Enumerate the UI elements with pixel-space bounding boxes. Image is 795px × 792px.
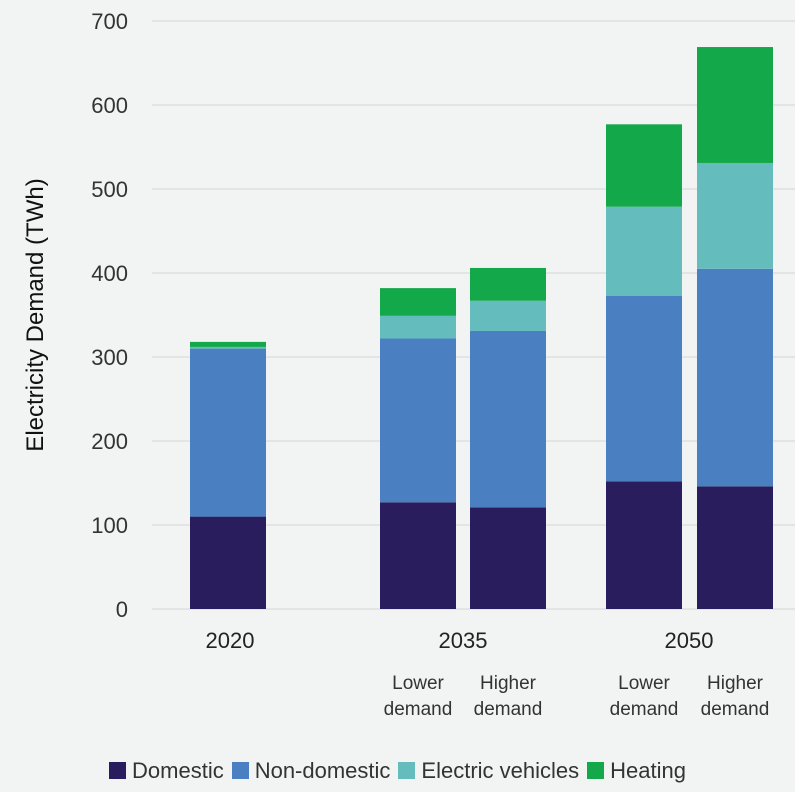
bar-segment-non-domestic bbox=[697, 268, 773, 487]
bar-segment-heating bbox=[470, 267, 546, 301]
bar-segment-non-domestic bbox=[606, 295, 682, 482]
y-tick-labels: 0 100 200 300 400 500 600 700 bbox=[91, 9, 128, 622]
bar-segment-domestic bbox=[606, 481, 682, 609]
bar-sublabel: demand bbox=[701, 699, 770, 720]
y-tick-label: 600 bbox=[91, 93, 128, 118]
stacked-bar bbox=[190, 341, 266, 609]
x-category-label: 2050 bbox=[665, 628, 714, 653]
stacked-bar bbox=[380, 288, 456, 609]
x-category-labels: 2020 Lower demand Higher demand 2035 Lower dema… bbox=[206, 628, 770, 720]
bar-segment-electric-vehicles bbox=[380, 315, 456, 339]
bar-sublabel: demand bbox=[384, 699, 453, 720]
bar-segment-domestic bbox=[190, 516, 266, 609]
legend-item: Domestic bbox=[109, 758, 224, 784]
bar-sublabel: Lower bbox=[392, 673, 444, 694]
y-tick-label: 500 bbox=[91, 177, 128, 202]
bar-sublabel: Higher bbox=[707, 673, 764, 694]
legend-item: Electric vehicles bbox=[398, 758, 579, 784]
y-tick-label: 400 bbox=[91, 261, 128, 286]
legend-label: Heating bbox=[610, 758, 686, 783]
bar-sublabel: demand bbox=[610, 699, 679, 720]
bar-segment-electric-vehicles bbox=[190, 346, 266, 349]
legend-swatch bbox=[231, 762, 249, 779]
legend-swatch bbox=[109, 762, 127, 779]
bar-segment-heating bbox=[190, 341, 266, 347]
bar-segment-electric-vehicles bbox=[470, 300, 546, 331]
bar-segment-electric-vehicles bbox=[697, 162, 773, 269]
bar-segment-domestic bbox=[470, 507, 546, 609]
legend-swatch bbox=[398, 762, 416, 779]
bar-segment-heating bbox=[697, 47, 773, 163]
y-tick-label: 0 bbox=[116, 597, 128, 622]
bar-segment-heating bbox=[606, 124, 682, 207]
y-axis-title: Electricity Demand (TWh) bbox=[22, 178, 49, 451]
stacked-bar bbox=[606, 124, 682, 609]
legend-label: Domestic bbox=[132, 758, 224, 783]
bars bbox=[190, 47, 773, 609]
bar-segment-non-domestic bbox=[190, 348, 266, 517]
y-tick-label: 100 bbox=[91, 513, 128, 538]
legend-label: Non-domestic bbox=[254, 758, 391, 783]
legend: Domestic Non-domestic Electric vehicles Hea… bbox=[0, 758, 795, 784]
bar-sublabel: Higher bbox=[480, 673, 537, 694]
bar-segment-domestic bbox=[380, 502, 456, 609]
y-tick-label: 700 bbox=[91, 9, 128, 34]
y-tick-label: 300 bbox=[91, 345, 128, 370]
bar-segment-domestic bbox=[697, 486, 773, 609]
bar-segment-non-domestic bbox=[470, 330, 546, 508]
bar-segment-electric-vehicles bbox=[606, 206, 682, 296]
legend-swatch bbox=[587, 762, 605, 779]
stacked-bar bbox=[470, 267, 546, 609]
legend-item: Heating bbox=[587, 758, 686, 784]
bar-segment-non-domestic bbox=[380, 338, 456, 503]
legend-label: Electric vehicles bbox=[421, 758, 580, 783]
legend-item: Non-domestic bbox=[231, 758, 391, 784]
bar-sublabel: demand bbox=[474, 699, 543, 720]
bar-segment-heating bbox=[380, 288, 456, 316]
x-category-label: 2035 bbox=[439, 628, 488, 653]
x-category-label: 2020 bbox=[206, 628, 255, 653]
y-tick-label: 200 bbox=[91, 429, 128, 454]
bar-sublabel: Lower bbox=[618, 673, 670, 694]
stacked-bar bbox=[697, 47, 773, 609]
